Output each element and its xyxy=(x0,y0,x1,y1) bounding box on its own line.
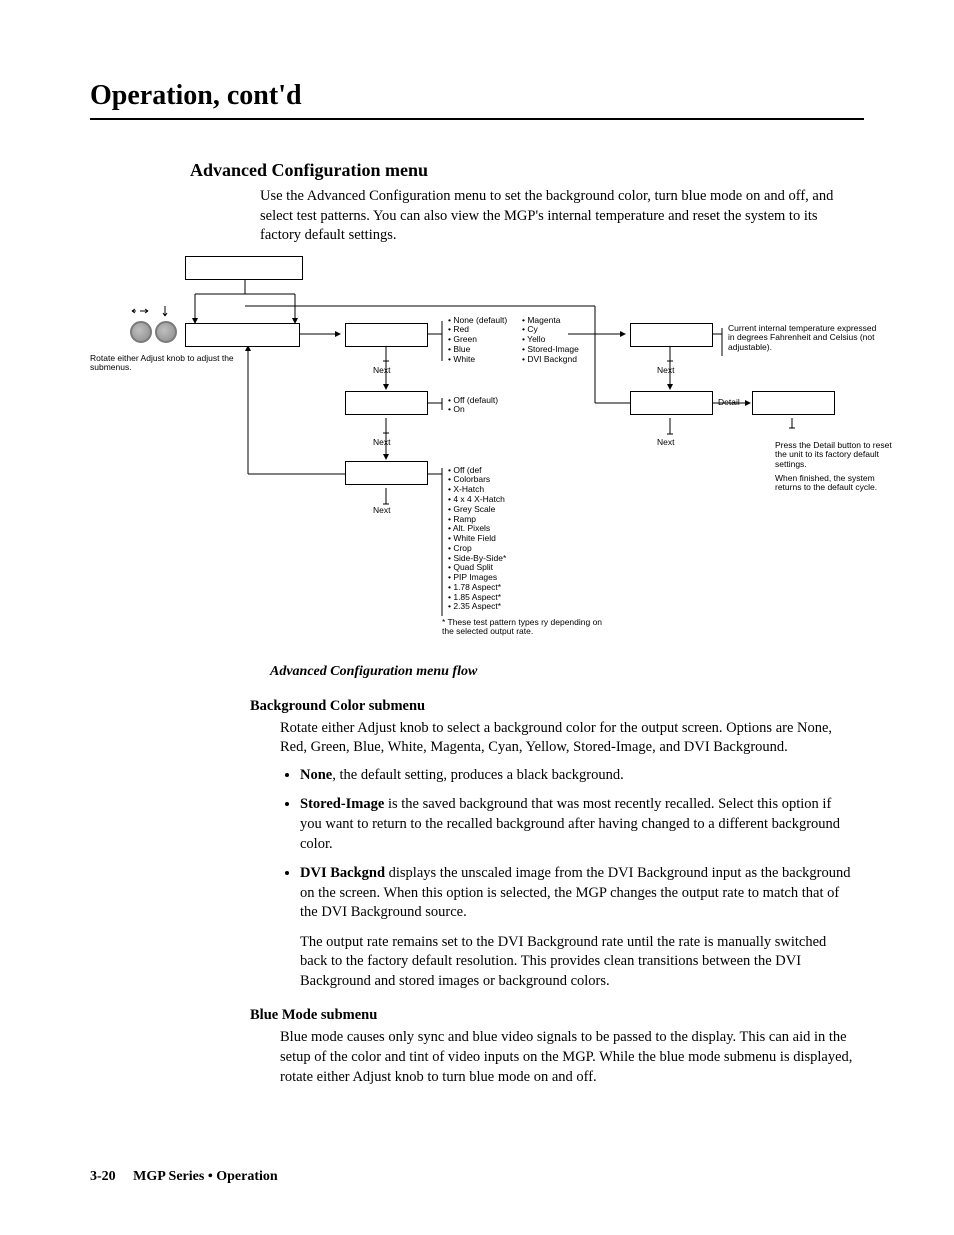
bullet-followup: The output rate remains set to the DVI B… xyxy=(300,933,854,992)
bg-options: • None (default)• Red• Green• Blue• Whit… xyxy=(448,316,507,365)
chapter-title: Operation, cont'd xyxy=(90,80,864,120)
subheading-bgcolor: Background Color submenu xyxy=(250,698,864,715)
list-item: None, the default setting, produces a bl… xyxy=(300,766,854,786)
next-label: Next xyxy=(373,438,390,448)
list-item: Stored-Image is the saved background tha… xyxy=(300,795,854,854)
temperature-note: Current internal temperature expressed i… xyxy=(728,324,878,353)
adjust-knob-icon xyxy=(130,321,152,343)
knob-note: Rotate either Adjust knob to adjust the … xyxy=(90,354,240,374)
tp-footnote: * These test pattern types ry depending … xyxy=(442,618,612,638)
bullet-lead: DVI Backgnd xyxy=(300,865,385,881)
adjust-knob-icon xyxy=(155,321,177,343)
detail-label: Detail xyxy=(718,398,740,408)
bg-options: • Magenta• Cy• Yello• Stored-Image• DVI … xyxy=(522,316,579,365)
next-label: Next xyxy=(657,438,674,448)
flow-diagram: Rotate either Adjust knob to adjust the … xyxy=(90,246,890,646)
page-number: 3-20 xyxy=(90,1169,116,1184)
bullet-text: , the default setting, produces a black … xyxy=(332,767,624,783)
bgcolor-paragraph: Rotate either Adjust knob to select a ba… xyxy=(280,719,854,758)
bullet-lead: None xyxy=(300,767,332,783)
reset-note: Press the Detail button to reset the uni… xyxy=(775,441,895,470)
reset-note2: When finished, the system returns to the… xyxy=(775,474,895,494)
bluemode-paragraph: Blue mode causes only sync and blue vide… xyxy=(280,1028,854,1087)
next-label: Next xyxy=(657,366,674,376)
bullet-lead: Stored-Image xyxy=(300,796,384,812)
next-label: Next xyxy=(373,366,390,376)
section-heading: Advanced Configuration menu xyxy=(190,160,864,181)
bluemode-options: • Off (default)• On xyxy=(448,396,498,416)
subheading-bluemode: Blue Mode submenu xyxy=(250,1007,864,1024)
intro-paragraph: Use the Advanced Configuration menu to s… xyxy=(260,187,854,246)
footer-section: MGP Series • Operation xyxy=(133,1169,278,1184)
page-footer: 3-20 MGP Series • Operation xyxy=(90,1169,278,1185)
testpattern-options: • Off (def• Colorbars• X-Hatch• 4 x 4 X-… xyxy=(448,466,506,612)
next-label: Next xyxy=(373,506,390,516)
figure-caption: Advanced Configuration menu flow xyxy=(270,664,864,680)
list-item: DVI Backgnd displays the unscaled image … xyxy=(300,864,854,991)
bgcolor-bullets: None, the default setting, produces a bl… xyxy=(300,766,854,992)
